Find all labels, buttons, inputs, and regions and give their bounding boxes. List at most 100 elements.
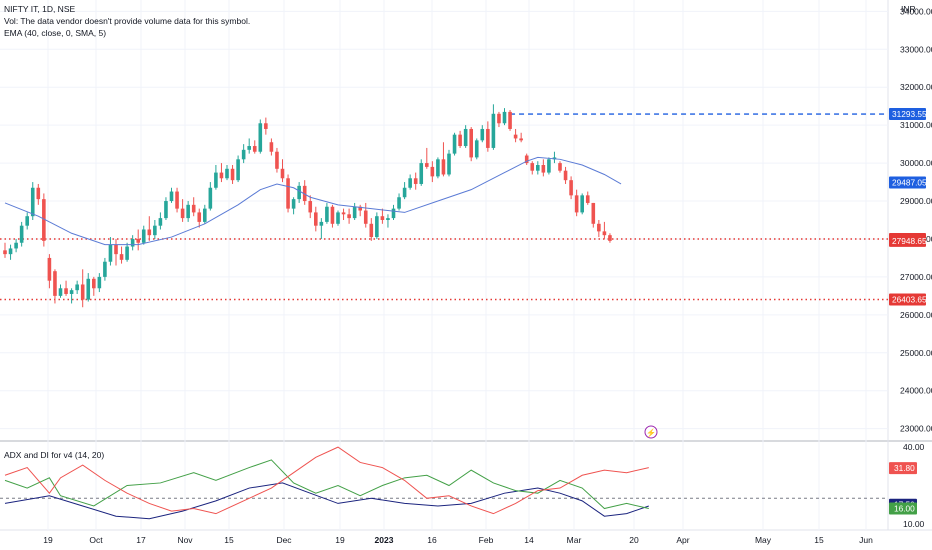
y-tick-label: 26000.00: [900, 310, 932, 320]
candle-body: [363, 210, 368, 224]
candle-body: [352, 206, 357, 219]
x-tick-label: 17: [136, 535, 146, 545]
x-tick-label: Oct: [89, 535, 103, 545]
candle-body: [413, 178, 418, 184]
x-tick-label: Mar: [567, 535, 582, 545]
candle-body: [25, 216, 29, 226]
candle-body: [408, 178, 412, 188]
candle-body: [280, 168, 285, 179]
adx-legend[interactable]: ADX and DI for v4 (14, 20): [4, 450, 105, 460]
candle-body: [236, 159, 240, 181]
candle-body: [369, 223, 374, 238]
candle-body: [158, 218, 163, 226]
x-tick-label: 20: [629, 535, 639, 545]
x-tick-label: 15: [814, 535, 824, 545]
candle-body: [597, 223, 601, 232]
event-lightning-icon: [644, 425, 658, 439]
y-tick-label: 27000.00: [900, 272, 932, 282]
candle-body: [536, 165, 540, 171]
candle-body: [375, 216, 379, 238]
adx-y-tick-label: 40.00: [903, 442, 925, 452]
candle-body: [585, 195, 590, 203]
candle-body: [208, 187, 213, 209]
candle-body: [264, 123, 268, 129]
ema-line: [4, 156, 622, 246]
adx-value-badge: [889, 462, 917, 475]
x-tick-label: May: [755, 535, 772, 545]
price-badge: [889, 293, 926, 306]
price-badge-label: 29487.05: [892, 178, 927, 188]
candle-body: [197, 212, 202, 222]
candle-body: [53, 271, 57, 296]
candle-body: [164, 201, 168, 219]
candle-body: [180, 208, 185, 219]
candle-body: [36, 187, 41, 200]
candle-body: [69, 290, 74, 294]
y-tick-label: 25000.00: [900, 348, 932, 358]
candle-body: [458, 134, 462, 147]
candle-body: [347, 214, 351, 219]
candle-body: [502, 111, 507, 124]
candle-body: [30, 187, 35, 217]
y-tick-label: 23000.00: [900, 424, 932, 434]
y-tick-label: 34000.00: [900, 6, 932, 16]
adx-value-badge-label: 31.80: [894, 463, 915, 473]
candle-body: [214, 172, 218, 188]
x-tick-label: 2023: [375, 535, 394, 545]
candle-body: [130, 238, 135, 247]
candle-body: [563, 170, 568, 181]
price-badge: [889, 176, 926, 189]
candle-body: [452, 134, 457, 154]
candle-body: [241, 149, 246, 160]
volume-note: Vol: The data vendor doesn't provide vol…: [4, 16, 251, 26]
x-tick-label: 19: [335, 535, 345, 545]
adx-y-tick-label: 10.00: [903, 519, 925, 529]
x-tick-label: Dec: [276, 535, 292, 545]
candle-body: [308, 201, 313, 213]
candle-body: [80, 284, 85, 300]
candle-body: [574, 195, 579, 213]
candle-body: [491, 113, 496, 148]
candle-body: [602, 231, 607, 236]
candle-body: [380, 216, 385, 220]
candle-body: [608, 235, 612, 241]
candle-body: [541, 165, 546, 173]
price-badge-label: 26403.65: [892, 295, 927, 305]
candle-body: [569, 180, 573, 196]
candle-body: [58, 288, 63, 296]
x-tick-label: Nov: [177, 535, 193, 545]
candle-body: [136, 238, 140, 243]
candle-body: [302, 185, 307, 202]
candle-body: [547, 159, 551, 173]
adx-series-adx: [4, 482, 649, 520]
candle-body: [247, 146, 251, 150]
candle-body: [358, 206, 362, 211]
lightning-glyph: ⚡: [646, 428, 656, 438]
candle-body: [175, 191, 179, 209]
candle-body: [524, 155, 529, 164]
candle-body: [508, 111, 512, 129]
ema-legend[interactable]: EMA (40, close, 0, SMA, 5): [4, 28, 107, 38]
candle-body: [419, 163, 424, 184]
y-tick-label: 30000.00: [900, 158, 932, 168]
candle-body: [402, 187, 407, 198]
candle-body: [92, 278, 96, 289]
x-tick-label: Jun: [859, 535, 873, 545]
candle-body: [297, 185, 301, 200]
candle-body: [108, 244, 113, 262]
currency-label: INR: [901, 4, 916, 14]
candle-body: [147, 229, 152, 236]
adx-value-badge-label: 16.00: [894, 504, 915, 514]
symbol-legend[interactable]: NIFTY IT, 1D, NSE: [4, 4, 76, 14]
adx-series-di-: [4, 446, 649, 515]
candle-body: [513, 134, 518, 139]
candle-body: [3, 250, 7, 255]
adx-value-badge: [889, 502, 917, 515]
candle-body: [486, 128, 490, 148]
candle-body: [336, 212, 340, 224]
candle-body: [153, 225, 157, 236]
candle-body: [325, 206, 329, 222]
candle-body: [314, 212, 318, 226]
candle-body: [519, 138, 523, 141]
